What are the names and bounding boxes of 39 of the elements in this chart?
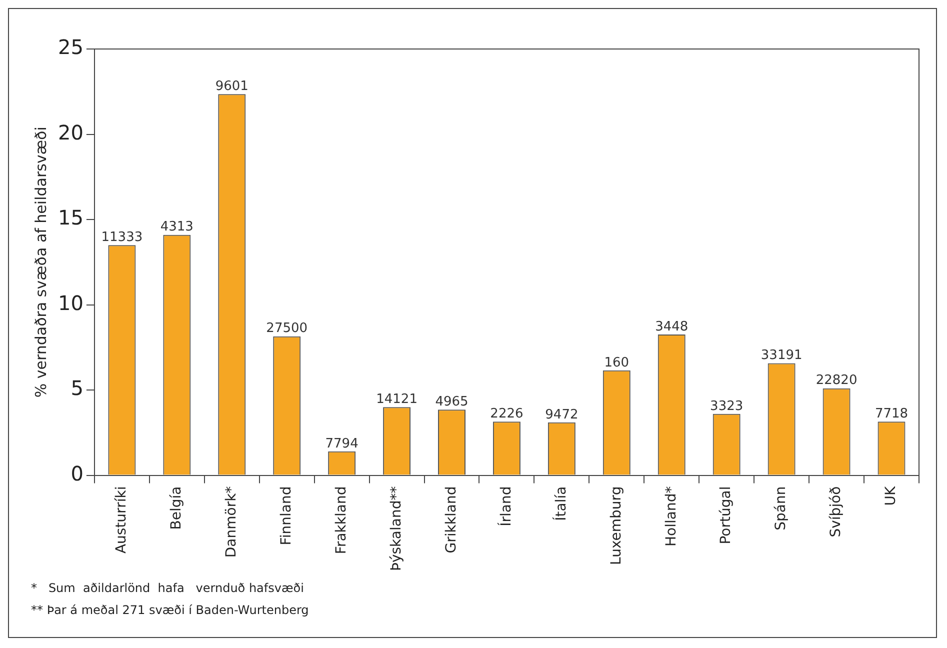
annotation: 160	[604, 355, 630, 370]
y-tick-label: 0	[70, 461, 84, 486]
annotation: 33191	[760, 348, 802, 364]
annotation: 22820	[816, 373, 858, 388]
x-tick-label: Þýskaland**	[388, 486, 404, 571]
text: * Sum aðildarlönd hafa vernduð hafsvæði	[31, 580, 305, 597]
x-tick-label: Danmörk*	[224, 486, 240, 558]
x-tick-label: Svíþjóð	[828, 486, 844, 538]
x-tick-label: Finnland	[278, 486, 294, 546]
annotation: 9601	[215, 79, 248, 94]
annotation: 3448	[655, 319, 688, 334]
x-tick-label: Holland*	[663, 486, 680, 546]
annotation: 11333	[101, 230, 143, 245]
text: ** Þar á meðal 271 svæði í Baden-Wurtenberg	[31, 602, 309, 619]
x-tick-label: Luxemburg	[608, 486, 624, 565]
x-tick-label: Ítalía	[552, 486, 570, 521]
annotation: 4965	[435, 394, 468, 410]
annotation: 2226	[490, 406, 524, 422]
y-tick-label: 15	[58, 206, 84, 230]
x-tick-label: UK	[883, 485, 900, 506]
y-tick-label: 5	[70, 376, 84, 400]
x-tick-label: Grikkland	[443, 486, 460, 554]
annotation: 7794	[325, 436, 358, 452]
y-tick-label: 20	[58, 120, 84, 144]
y-tick-label: 25	[58, 35, 84, 60]
annotation: 4313	[160, 220, 194, 235]
annotation: 9472	[545, 407, 578, 422]
annotation: 14121	[376, 392, 418, 407]
x-tick-label: Frakkland	[333, 486, 350, 554]
annotation: 7718	[874, 406, 908, 422]
x-tick-label: Austurríki	[114, 486, 130, 554]
x-tick-label: Spánn	[773, 486, 790, 530]
x-tick-label: Írland	[497, 486, 514, 526]
x-tick-label: Belgía	[168, 486, 185, 530]
y-axis-title: % verndaðra svæða af heildarsvæði	[32, 126, 50, 398]
annotation: 27500	[266, 321, 308, 336]
y-tick-label: 10	[58, 290, 84, 315]
x-tick-label: Portúgal	[718, 486, 734, 544]
annotation: 3323	[710, 398, 744, 414]
